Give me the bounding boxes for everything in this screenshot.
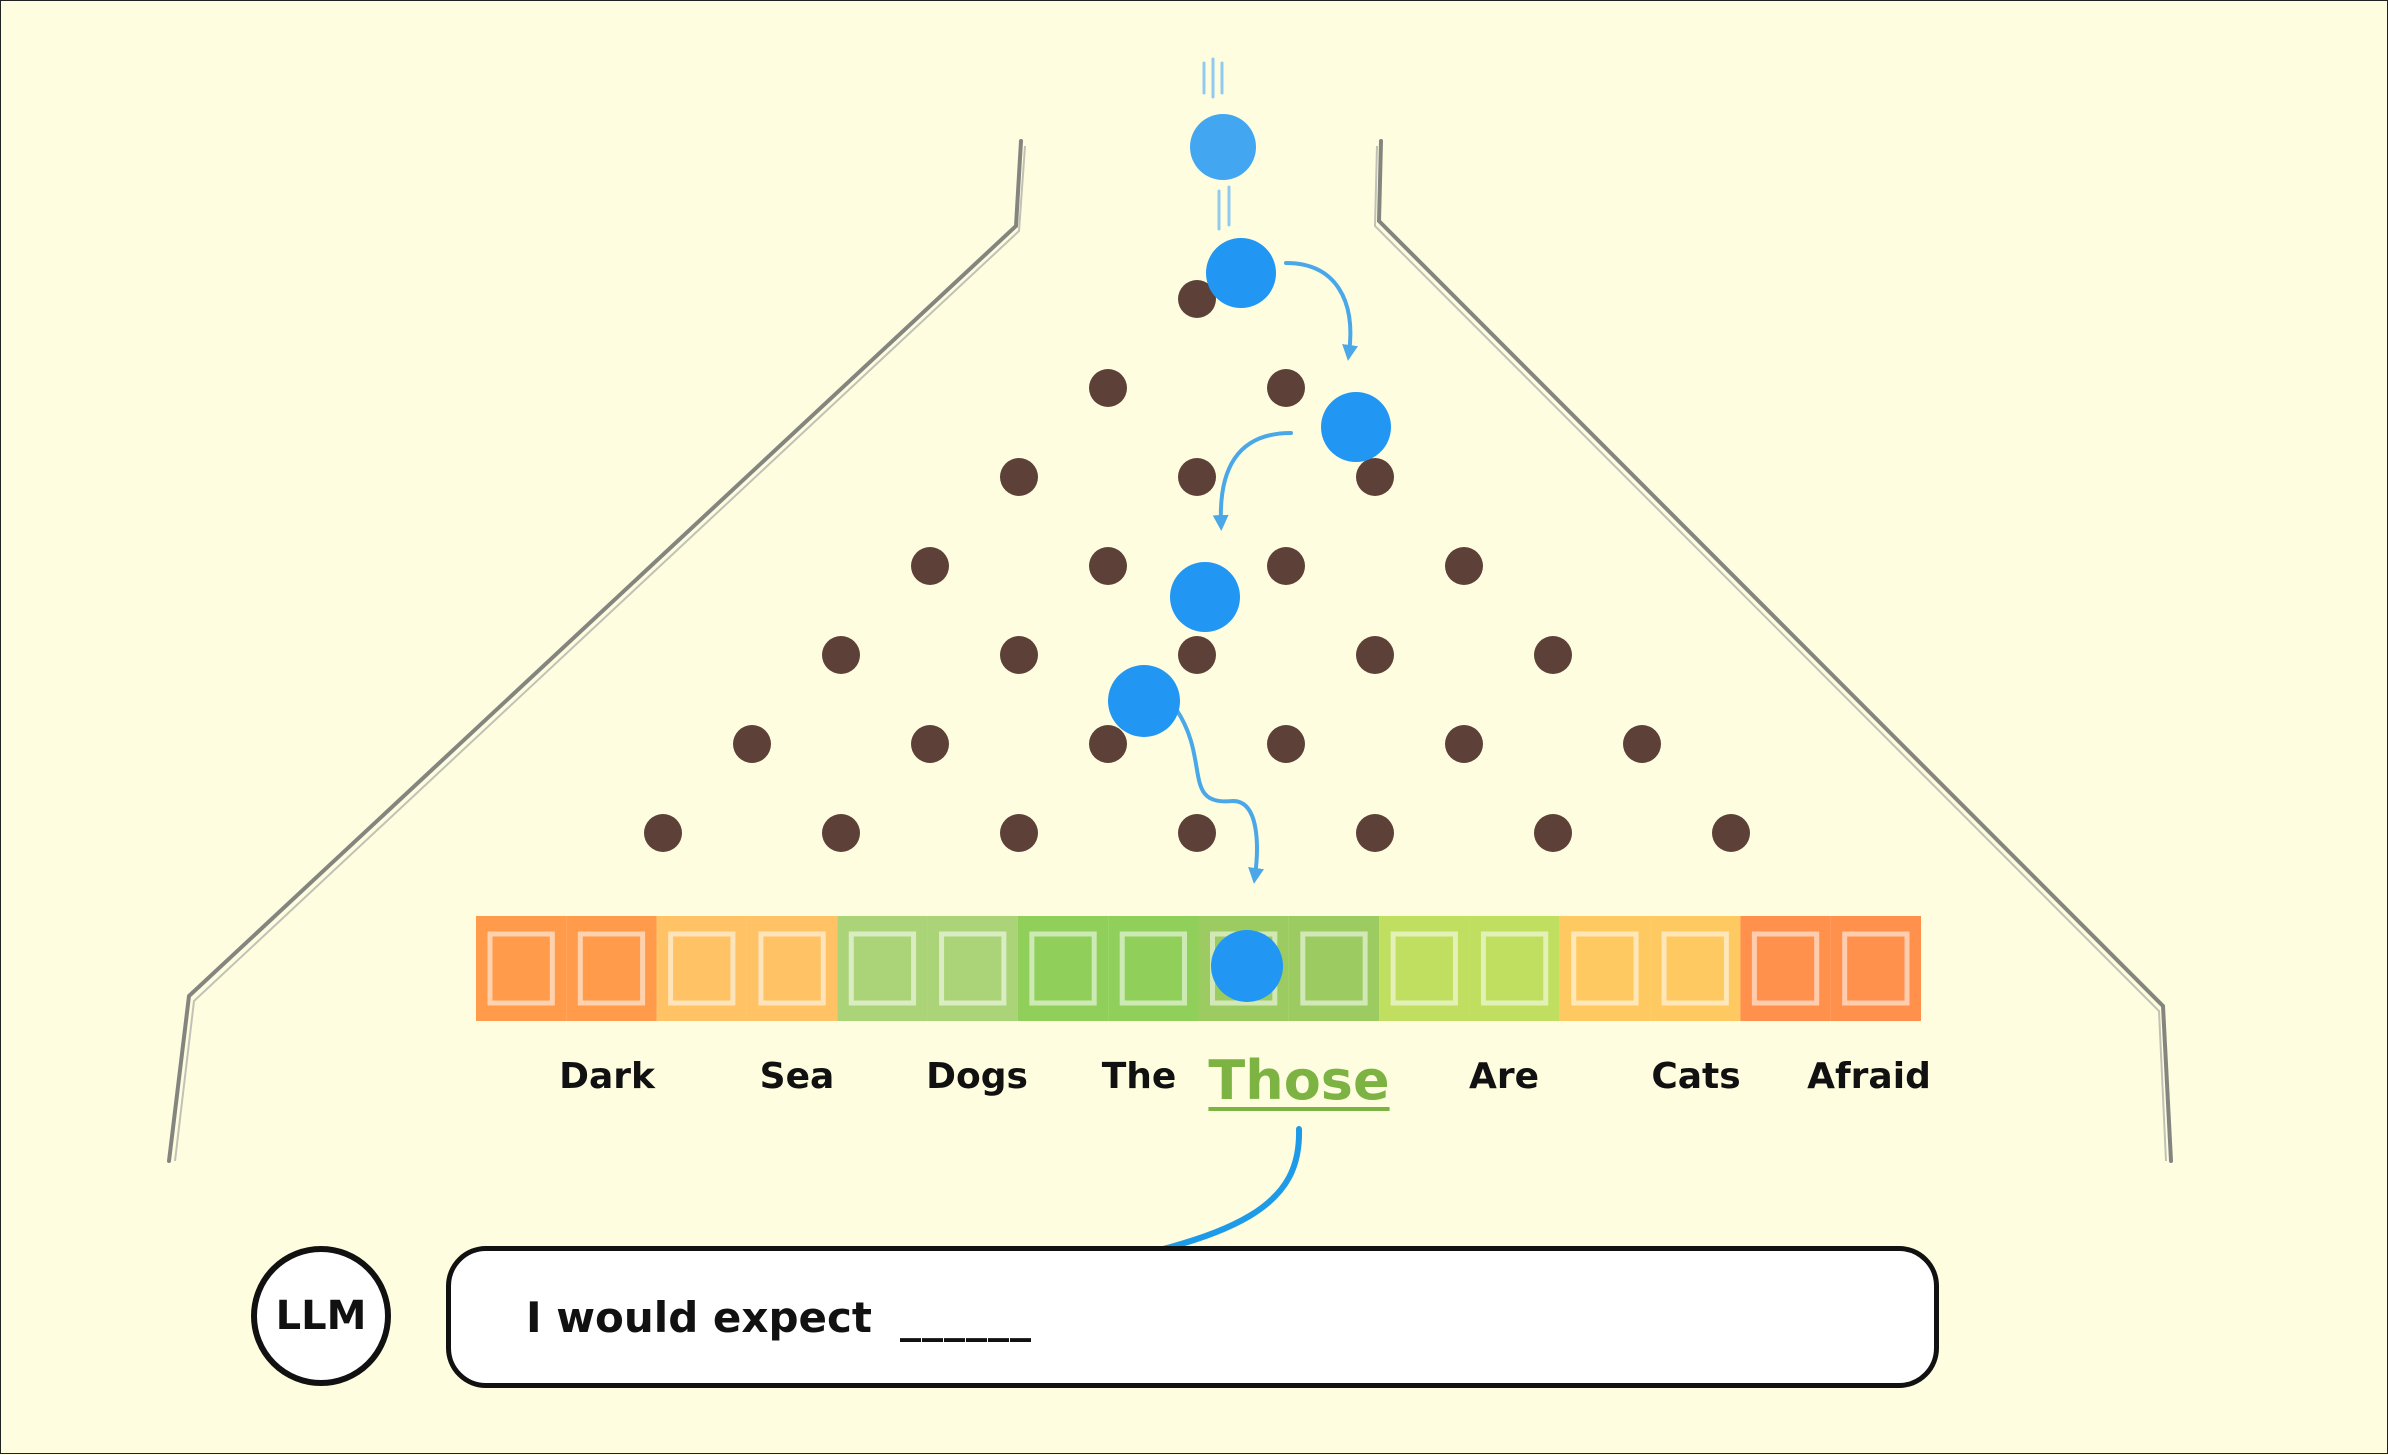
peg-icon [1623, 725, 1661, 763]
llm-badge: LLM [251, 1246, 391, 1386]
peg-icon [1445, 725, 1483, 763]
peg-icon [1000, 458, 1038, 496]
falling-ball-icon [1206, 238, 1276, 308]
probability-cell-inner [1842, 931, 1910, 1006]
peg-icon [644, 814, 682, 852]
word-label-dogs: Dogs [926, 1056, 1028, 1097]
falling-ball-icon [1190, 114, 1256, 180]
probability-bar [476, 916, 1921, 1021]
probability-cell-inner [1661, 931, 1729, 1006]
probability-cell-inner [1390, 931, 1458, 1006]
peg-icon [1089, 725, 1127, 763]
probability-cell-inner [1300, 931, 1368, 1006]
probability-cell-inner [1480, 931, 1549, 1006]
word-label-the: The [1101, 1056, 1177, 1097]
prompt-box: I would expect ______ [446, 1246, 1939, 1388]
peg-icon [1000, 814, 1038, 852]
peg-icon [1712, 814, 1750, 852]
peg-icon [1178, 280, 1216, 318]
peg-icon [1178, 814, 1216, 852]
peg-icon [1356, 458, 1394, 496]
peg-icon [1267, 725, 1305, 763]
prompt-text: I would expect [526, 1292, 872, 1342]
peg-icon [1089, 547, 1127, 585]
peg-icon [1267, 547, 1305, 585]
funnel-walls [167, 139, 2173, 1163]
peg-icon [1356, 636, 1394, 674]
peg-icon [1089, 369, 1127, 407]
falling-ball-icon [1321, 392, 1391, 462]
peg-icon [911, 725, 949, 763]
peg-icon [1000, 636, 1038, 674]
llm-label: LLM [275, 1293, 367, 1339]
right-wall [1376, 139, 2173, 1163]
left-wall [167, 139, 1023, 1163]
word-label-dark: Dark [559, 1056, 655, 1097]
probability-cell-inner [487, 931, 555, 1006]
falling-balls [1108, 114, 1391, 1002]
probability-cell-inner [1571, 931, 1639, 1006]
prompt-blank: ______ [900, 1292, 1032, 1342]
probability-cell-inner [668, 931, 736, 1006]
peg-icon [822, 636, 860, 674]
word-label-those: Those [1208, 1049, 1390, 1112]
peg-icon [822, 814, 860, 852]
peg-icon [1178, 458, 1216, 496]
motion-streaks [1202, 57, 1231, 231]
probability-cell-inner [848, 931, 917, 1006]
falling-ball-icon [1170, 562, 1240, 632]
probability-cell-inner [1029, 931, 1097, 1006]
probability-cell-inner [577, 931, 646, 1006]
probability-cell-inner [1751, 931, 1820, 1006]
probability-cell-inner [939, 931, 1007, 1006]
trajectory-arrows [1174, 261, 1358, 884]
probability-cell-inner [1119, 931, 1187, 1006]
word-label-cats: Cats [1651, 1056, 1741, 1097]
peg-icon [1267, 369, 1305, 407]
peg-icon [1445, 547, 1483, 585]
peg-grid [644, 280, 1750, 852]
peg-icon [1534, 814, 1572, 852]
peg-icon [733, 725, 771, 763]
falling-ball-icon [1211, 930, 1283, 1002]
peg-icon [911, 547, 949, 585]
peg-icon [1356, 814, 1394, 852]
word-label-are: Are [1468, 1056, 1540, 1097]
word-label-sea: Sea [759, 1056, 835, 1097]
peg-icon [1534, 636, 1572, 674]
peg-icon [1178, 636, 1216, 674]
falling-ball-icon [1108, 665, 1180, 737]
word-label-afraid: Afraid [1807, 1056, 1931, 1097]
probability-cell-inner [758, 931, 826, 1006]
